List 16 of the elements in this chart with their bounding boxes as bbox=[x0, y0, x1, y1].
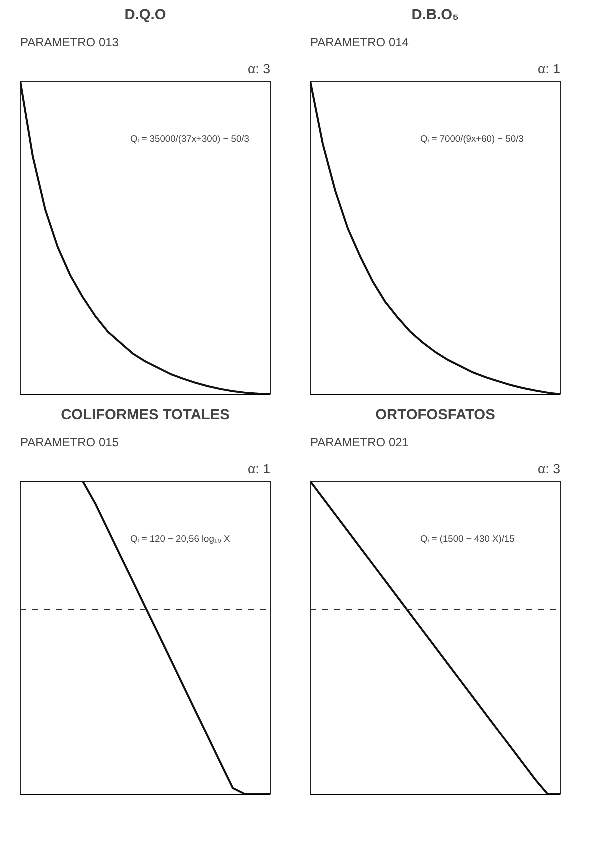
chart-subtitle: PARAMETRO 015 bbox=[20, 436, 120, 450]
chart-title: COLIFORMES TOTALES bbox=[61, 408, 230, 424]
chart-subtitle: PARAMETRO 014 bbox=[310, 36, 410, 50]
text: α: 1 bbox=[538, 62, 561, 76]
chart-subtitle: PARAMETRO 013 bbox=[20, 36, 120, 50]
annotation: Qᵢ = 120 − 20,56 log₁₀ X bbox=[130, 534, 232, 544]
chart-subtitle: PARAMETRO 021 bbox=[310, 436, 410, 450]
chart-title: ORTOFOSFATOS bbox=[376, 408, 496, 424]
annotation: Qᵢ = 7000/(9x+60) − 50/3 bbox=[420, 134, 524, 144]
chart-title: D.Q.O bbox=[124, 8, 166, 24]
annotation: Qᵢ = 35000/(37x+300) − 50/3 bbox=[130, 134, 250, 144]
text: α: 3 bbox=[538, 462, 561, 476]
text: α: 3 bbox=[248, 62, 271, 76]
annotation: Qᵢ = (1500 − 430 X)/15 bbox=[420, 534, 515, 544]
chart-title: D.B.O₅ bbox=[412, 8, 460, 24]
text: α: 1 bbox=[248, 462, 271, 476]
